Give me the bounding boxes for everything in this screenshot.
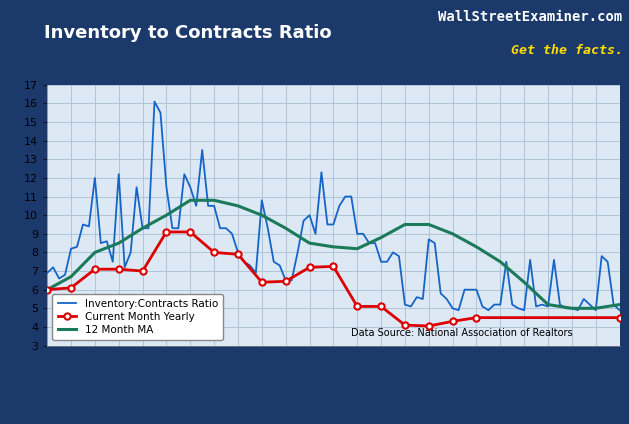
Text: Get the facts.: Get the facts. [511,44,623,57]
Text: Data Source: National Association of Realtors: Data Source: National Association of Rea… [350,328,572,338]
Text: Inventory to Contracts Ratio: Inventory to Contracts Ratio [44,24,331,42]
Legend: Inventory:Contracts Ratio, Current Month Yearly, 12 Month MA: Inventory:Contracts Ratio, Current Month… [52,294,223,340]
Text: WallStreetExaminer.com: WallStreetExaminer.com [438,10,623,24]
